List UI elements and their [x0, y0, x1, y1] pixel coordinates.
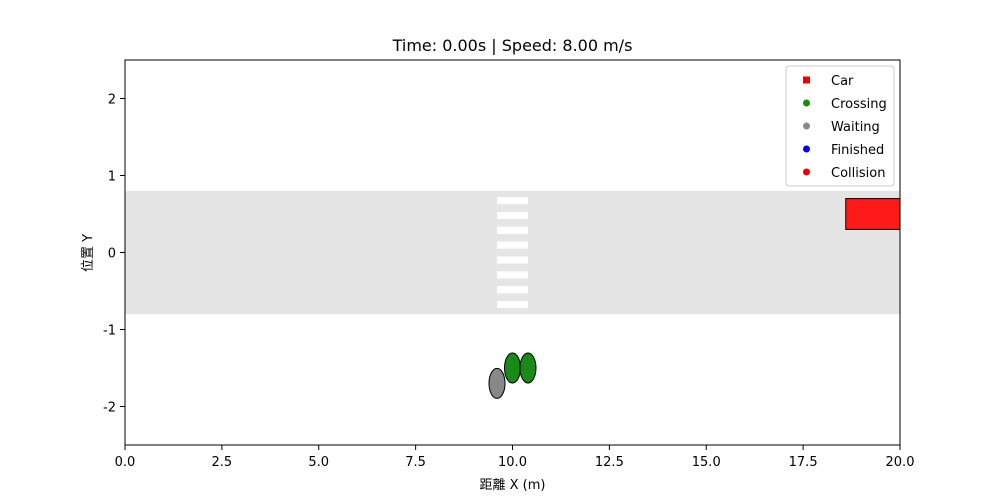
x-tick-label: 10.0 — [498, 455, 527, 470]
legend-marker-collision — [803, 168, 810, 176]
x-tick-label: 2.5 — [212, 455, 233, 470]
y-axis-label: 位置 Y — [81, 234, 96, 272]
crosswalk-stripe — [497, 300, 528, 309]
legend-label-crossing: Crossing — [831, 97, 887, 112]
x-axis-label: 距離 X (m) — [480, 478, 546, 493]
x-tick-label: 7.5 — [405, 455, 426, 470]
legend-label-finished: Finished — [831, 143, 884, 158]
crosswalk-stripe — [497, 211, 528, 220]
x-tick-label: 5.0 — [308, 455, 329, 470]
x-tick-label: 0.0 — [115, 455, 136, 470]
legend-label-collision: Collision — [831, 166, 885, 181]
plot-area: 0.0 2.5 5.0 7.5 10.0 12.5 15.0 17.5 20.0 -2 -1 0 1 2 C… — [103, 59, 915, 470]
y-tick-label: 1 — [108, 170, 116, 185]
legend-box — [785, 65, 895, 187]
x-tick-label: 20.0 — [886, 455, 915, 470]
crosswalk-stripe — [497, 286, 528, 294]
crosswalk-stripe — [497, 197, 528, 205]
legend-marker-finished — [803, 145, 810, 153]
y-tick-label: 2 — [108, 93, 116, 108]
plot-content — [125, 190, 900, 399]
chart-title: Time: 0.00s | Speed: 8.00 m/s — [392, 36, 633, 55]
crosswalk-stripe — [497, 226, 528, 234]
x-tick-label: 12.5 — [595, 455, 624, 470]
crosswalk-stripe — [497, 271, 528, 279]
y-tick-label: -1 — [103, 324, 116, 339]
x-tick-label: 17.5 — [789, 455, 818, 470]
y-tick-label: -2 — [103, 401, 116, 416]
legend-marker-crossing — [803, 99, 810, 107]
crosswalk-stripe — [497, 256, 528, 264]
legend-marker-car — [803, 76, 810, 84]
pedestrian-crossing — [519, 352, 537, 384]
legend-label-car: Car — [831, 74, 854, 89]
crosswalk-stripe — [497, 241, 528, 249]
x-tick-label: 15.0 — [692, 455, 721, 470]
pedestrian-waiting — [488, 367, 506, 399]
y-tick-label: 0 — [108, 247, 116, 262]
pedestrian-crossing — [504, 352, 521, 384]
legend-marker-waiting — [803, 122, 810, 130]
car-marker — [845, 198, 900, 230]
road — [125, 190, 900, 315]
legend-label-waiting: Waiting — [831, 120, 880, 135]
